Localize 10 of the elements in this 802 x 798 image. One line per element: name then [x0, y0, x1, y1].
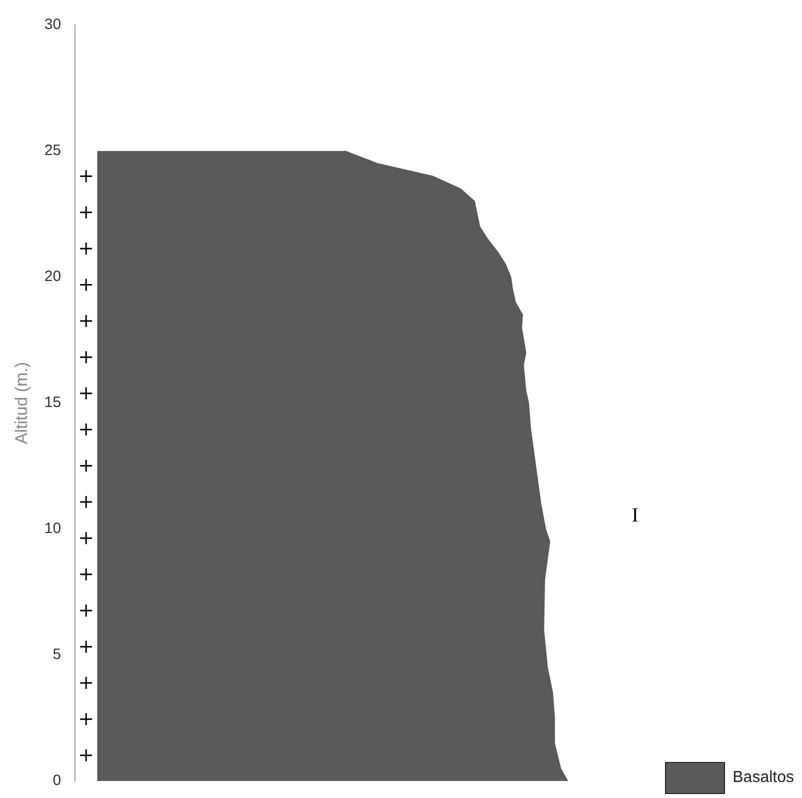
y-tick-label: 30 — [44, 16, 62, 34]
y-tick-label: 15 — [44, 394, 62, 412]
text: I — [632, 504, 638, 527]
y-tick-label: 5 — [52, 646, 62, 664]
y-axis-title: Altitud (m.) — [12, 362, 31, 444]
y-tick-label: 25 — [44, 142, 62, 160]
y-tick-label: 0 — [52, 772, 62, 790]
y-tick-label: 10 — [44, 520, 62, 538]
y-tick-label: 20 — [44, 268, 62, 286]
text: Basaltos — [732, 769, 794, 787]
